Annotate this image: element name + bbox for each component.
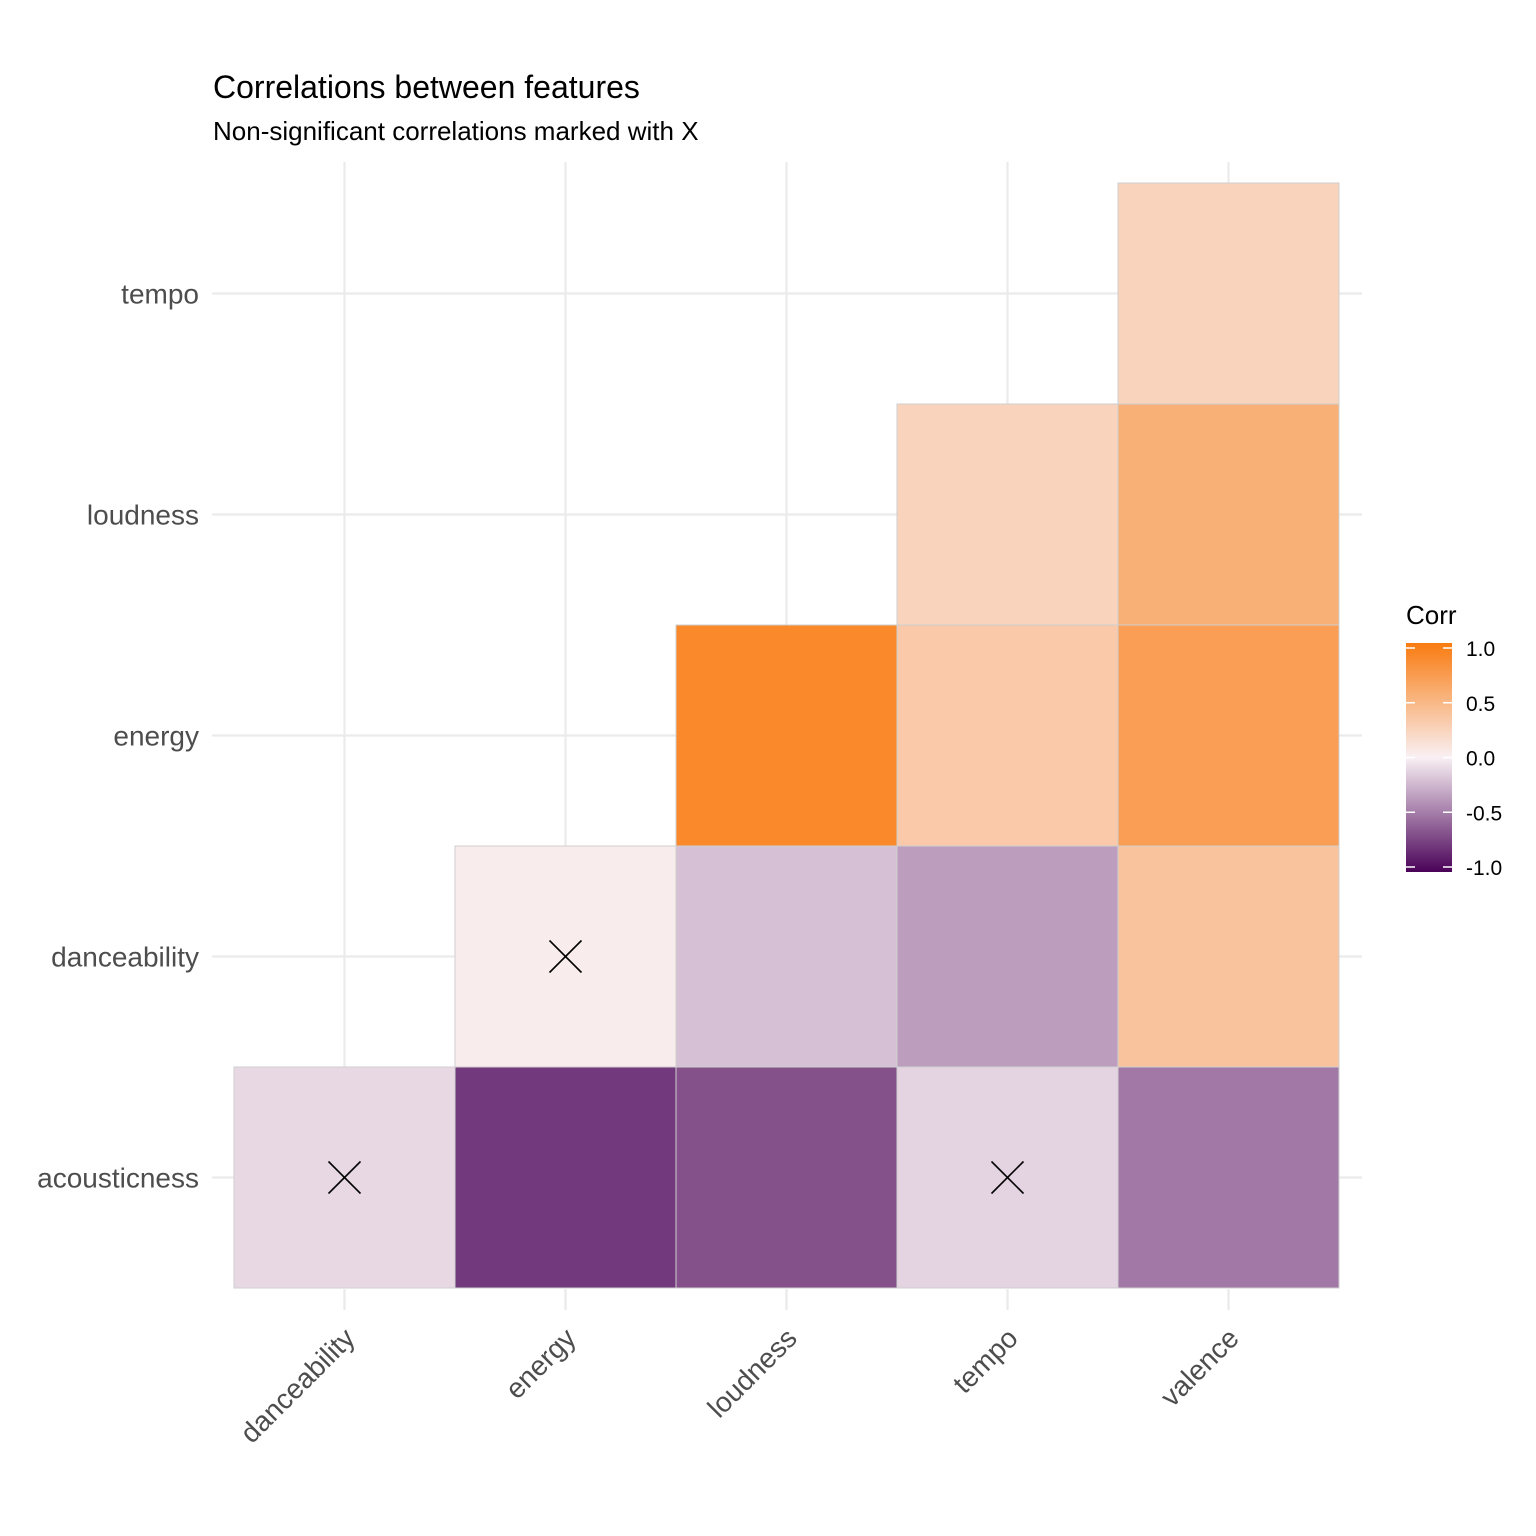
legend-tick-2: 0.0: [1406, 748, 1495, 771]
y-tick-label-energy: energy: [113, 721, 199, 752]
y-tick-label-acousticness: acousticness: [37, 1163, 199, 1194]
legend-tick-label: -1.0: [1466, 857, 1502, 880]
x-tick-label-tempo: tempo: [947, 1322, 1024, 1399]
heatmap-cell-valence-loudness: [1117, 403, 1340, 626]
y-tick-label-tempo: tempo: [121, 279, 199, 310]
chart-title: Correlations between features: [213, 69, 640, 105]
legend-tick-label: 0.0: [1466, 748, 1495, 771]
legend-title: Corr: [1406, 600, 1457, 630]
x-tick-label-loudness: loudness: [702, 1322, 803, 1423]
heatmap-cell-tempo-danceability: [896, 845, 1119, 1068]
legend-tick-1: 0.5: [1406, 693, 1495, 716]
heatmap-cell-loudness-acousticness: [675, 1066, 898, 1289]
y-tick-label-danceability: danceability: [51, 942, 199, 973]
heatmap-cell-valence-acousticness: [1117, 1066, 1340, 1289]
legend-tick-0: 1.0: [1406, 638, 1495, 661]
heatmap-cell-tempo-loudness: [896, 403, 1119, 626]
y-axis-ticks: acousticness danceability energy loudness te…: [37, 279, 199, 1194]
y-tick-label-loudness: loudness: [87, 500, 199, 531]
x-tick-label-danceability: danceability: [234, 1322, 360, 1448]
heatmap-cell-energy-acousticness: [454, 1066, 677, 1289]
heatmap-cell-valence-danceability: [1117, 845, 1340, 1068]
heatmap-cell-loudness-danceability: [675, 845, 898, 1068]
legend-tick-4: -1.0: [1406, 857, 1502, 880]
color-legend: Corr 1.0 0.5 0.0 -0.5 -1.0: [1406, 600, 1502, 880]
chart-subtitle: Non-significant correlations marked with…: [213, 116, 699, 146]
x-axis-ticks: danceability energy loudness tempo valence: [234, 1288, 1245, 1449]
legend-tick-3: -0.5: [1406, 802, 1502, 825]
legend-tick-label: 0.5: [1466, 693, 1495, 716]
legend-tick-label: 1.0: [1466, 638, 1495, 661]
heatmap-cell-valence-tempo: [1117, 182, 1340, 405]
heatmap-cell-valence-energy: [1117, 624, 1340, 847]
legend-ticks: 1.0 0.5 0.0 -0.5 -1.0: [1406, 638, 1502, 880]
x-tick-label-valence: valence: [1155, 1322, 1245, 1412]
heatmap-cell-loudness-energy: [675, 624, 898, 847]
heatmap-cell-tempo-energy: [896, 624, 1119, 847]
nonsignificant-x-marker-tempo-acousticness: [990, 1160, 1025, 1195]
x-tick-label-energy: energy: [499, 1322, 581, 1404]
nonsignificant-x-marker-energy-danceability: [548, 939, 583, 974]
nonsignificant-markers: [327, 939, 1025, 1195]
nonsignificant-x-marker-danceability-acousticness: [327, 1160, 362, 1195]
legend-tick-label: -0.5: [1466, 802, 1502, 825]
